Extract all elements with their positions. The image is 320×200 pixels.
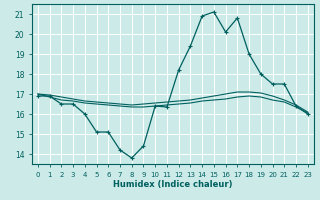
X-axis label: Humidex (Indice chaleur): Humidex (Indice chaleur) [113, 180, 233, 189]
